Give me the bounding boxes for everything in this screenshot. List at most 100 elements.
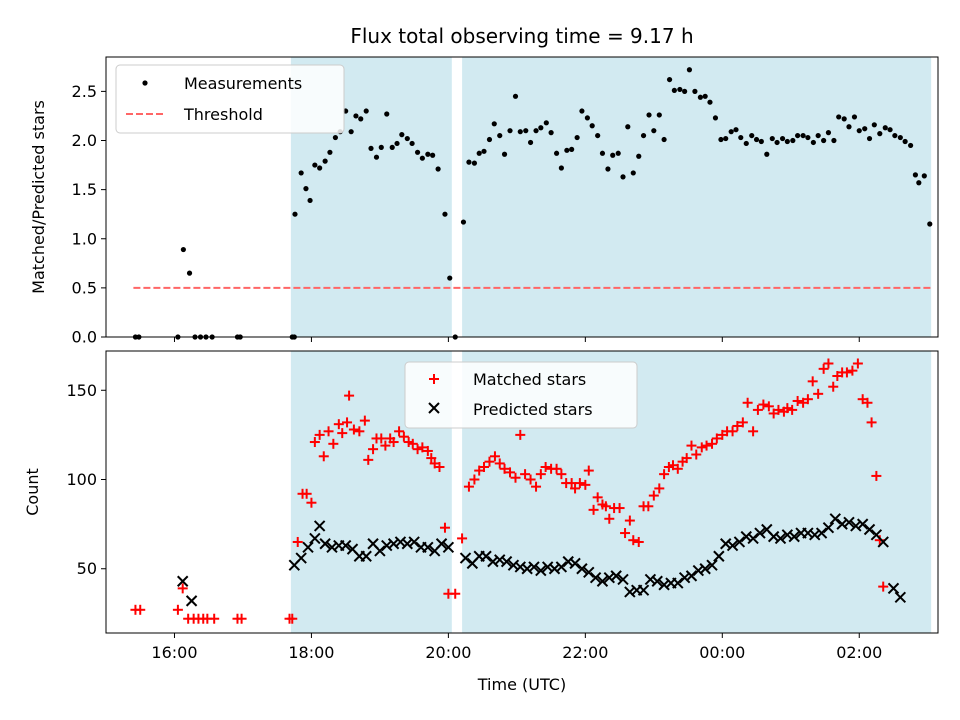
predicted-star-point [706,559,718,571]
predicted-star-point [387,538,400,550]
matched-star-point [758,399,769,410]
predicted-star-point [309,532,321,545]
matched-star-point [672,463,683,474]
measurement-point [625,124,631,130]
matched-star-point [287,613,298,624]
y-tick-label: 1.5 [72,180,97,199]
measurement-point [332,134,338,141]
measurement-point [507,128,513,134]
measurement-point [605,166,611,172]
matched-star-point [600,501,611,512]
bottom-x-axis: 16:00 18:00 20:00 22:00 00:00 02:00 [151,633,882,662]
predicted-star-point [548,563,561,575]
bottom-axes-frame [105,350,939,634]
top-y-axis: 0.0 0.5 1.0 1.5 2.0 2.5 [72,82,106,347]
measurement-point [723,135,729,142]
measurement-point [795,132,801,139]
matched-star-point [691,449,702,460]
measurement-point [574,134,580,141]
measurement-point [512,93,519,99]
predicted-star-point [774,532,787,545]
predicted-star-point [576,563,588,575]
predicted-star-point [644,573,657,586]
measurement-point [363,108,369,114]
matched-star-point [417,442,428,453]
matched-star-point [711,433,722,444]
predicted-star-point [596,575,609,587]
predicted-star-point [339,539,352,552]
measurement-point [303,186,309,192]
bottom-y-axis-label: Count [23,468,42,516]
matched-star-point [624,515,635,526]
measurement-point [733,127,739,133]
predicted-star-point [733,536,746,548]
predicted-star-point [176,575,189,587]
predicted-star-point [480,550,492,562]
measurement-point [856,128,862,134]
matched-star-point [478,462,489,473]
predicted-star-point [394,536,407,548]
matched-star-point [412,444,423,455]
predicted-star-point [514,561,526,573]
predicted-star-point [528,561,540,573]
predicted-star-point [589,571,602,584]
predicted-star-point [692,564,705,577]
measurement-point [728,129,734,135]
top-axes-frame [105,56,939,338]
matched-star-point [686,440,697,451]
top-y-axis-label: Matched/Predicted stars [29,100,48,294]
matched-star-point [337,428,348,439]
y-tick-label: 150 [66,381,97,400]
measurement-point [486,136,493,143]
matched-star-point [306,497,317,508]
measurement-point [805,134,811,141]
matched-star-point [348,424,359,435]
matched-star-point [752,404,763,415]
matched-star-point [236,613,247,624]
measurement-point [753,136,760,143]
predicted-star-point [408,536,420,548]
measurement-point [908,142,914,149]
matched-star-point [696,442,707,453]
measurement-point [866,135,873,142]
matched-star-point [135,604,146,615]
matched-star-point [614,503,625,514]
matched-star-point [802,394,813,405]
measurement-point [646,112,652,118]
measurement-point [738,134,744,141]
matched-star-point [177,583,188,594]
measurement-point [584,115,590,121]
measurement-point [862,126,868,132]
measurement-point [553,150,560,156]
matched-star-point [737,417,748,428]
measurement-point [758,138,764,145]
measurement-point [425,151,431,157]
matched-star-point [583,465,594,476]
legend-matched-marker [429,374,439,384]
matched-star-point [407,438,418,449]
matched-star-point [457,533,468,544]
measurement-point [790,137,796,144]
matched-star-point [359,415,370,426]
predicted-star-point [302,541,314,554]
legend-predicted-marker [428,402,440,414]
matched-star-point [388,437,399,448]
matched-star-point [342,417,353,428]
measurement-point [589,123,595,129]
measurement-point [927,221,933,227]
predicted-star-point [487,555,499,568]
matched-star-point [426,453,437,464]
matched-star-point [520,469,531,480]
matched-star-point [525,474,536,485]
measurement-point [620,174,626,180]
matched-star-point [787,404,798,415]
matched-star-point [301,488,312,499]
matched-star-point [531,481,542,492]
measurement-point [186,270,193,276]
measurement-point [394,140,400,147]
matched-star-point [380,440,391,451]
matched-star-point [701,440,712,451]
matched-star-point [732,420,743,431]
predicted-star-point [541,561,554,573]
bottom-legend: Matched stars Predicted stars [404,361,638,429]
